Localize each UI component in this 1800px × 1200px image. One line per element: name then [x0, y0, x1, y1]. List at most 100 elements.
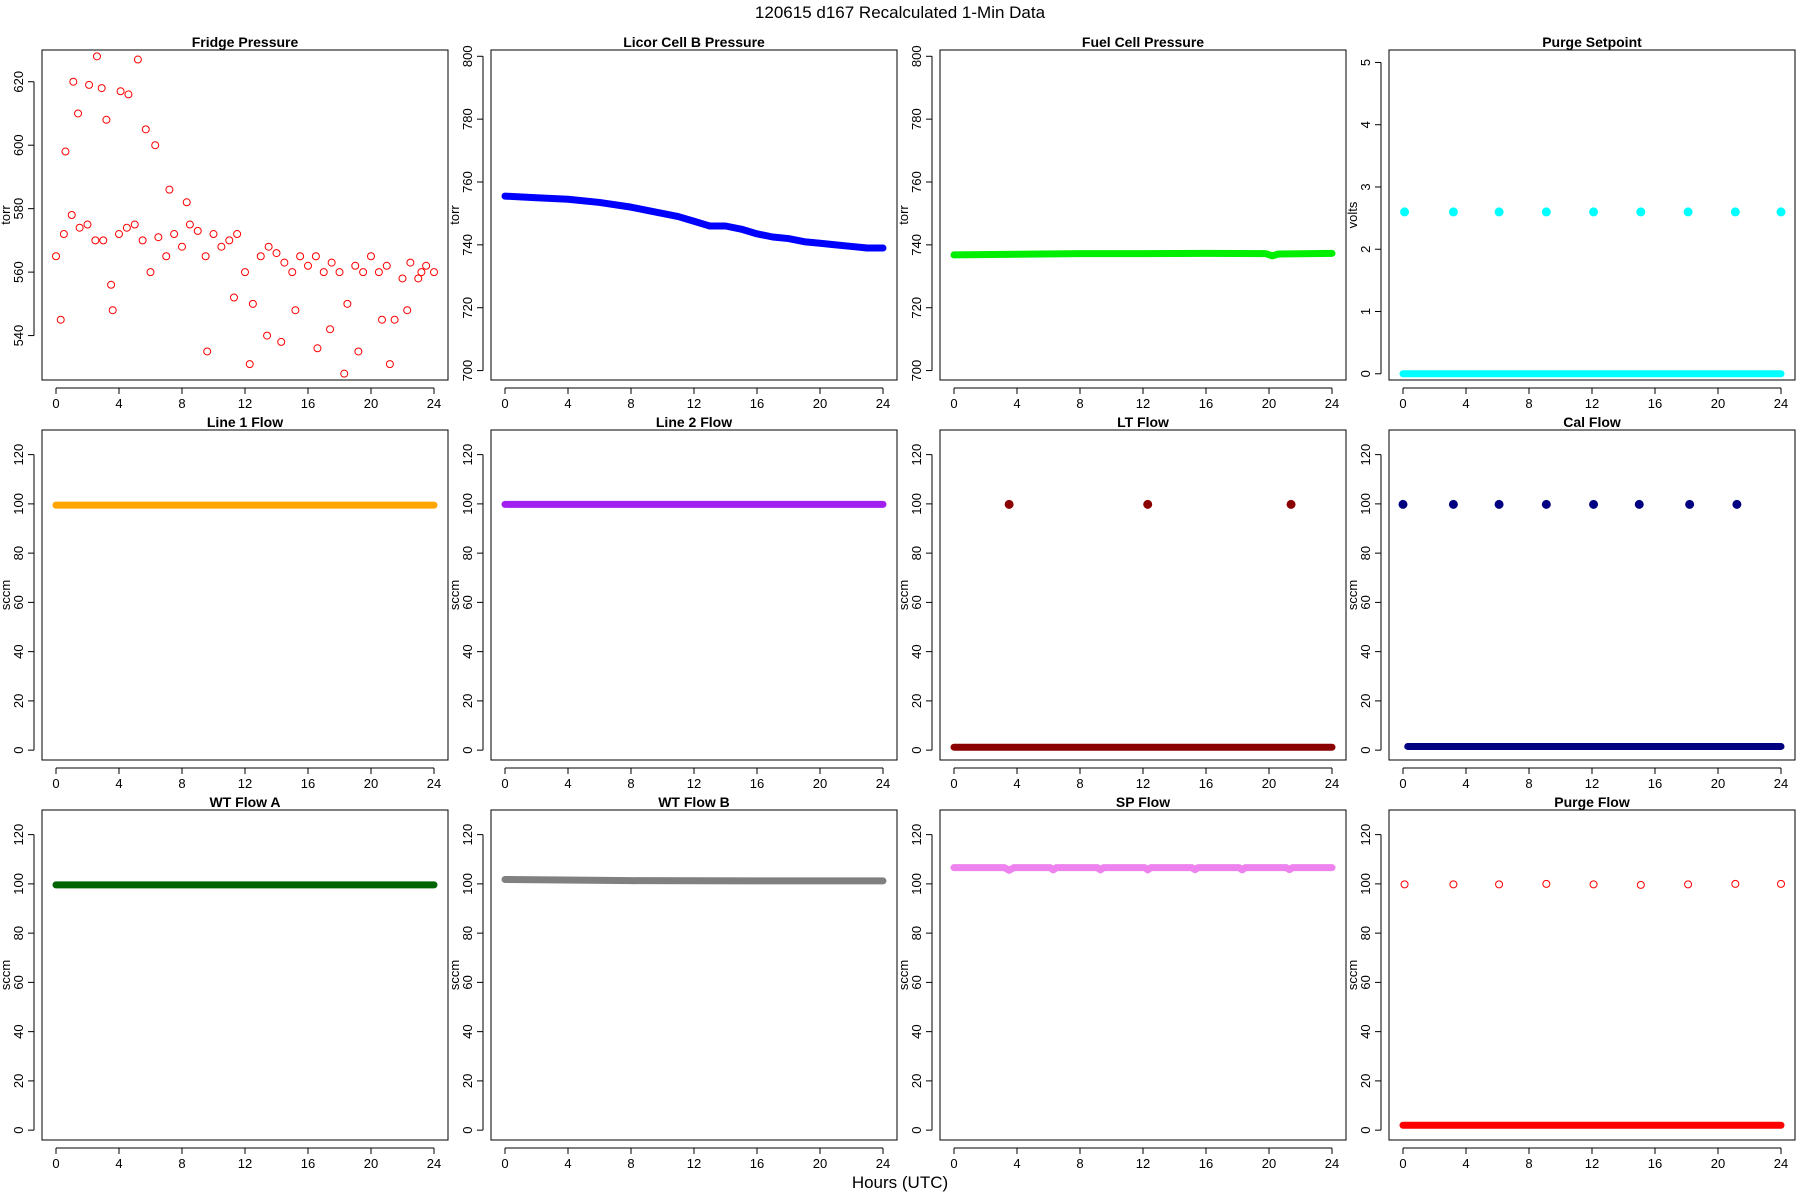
y-tick-label: 20 [1358, 1074, 1373, 1088]
y-tick-label: 80 [909, 546, 924, 560]
x-tick-label: 24 [1325, 396, 1339, 411]
x-tick-label: 16 [1199, 396, 1213, 411]
x-tick-label: 20 [364, 1156, 378, 1171]
data-point [385, 360, 394, 369]
x-tick-label: 12 [1585, 1156, 1599, 1171]
y-tick-label: 760 [909, 171, 924, 193]
panel-title: Licor Cell B Pressure [623, 34, 765, 50]
y-tick-label: 60 [11, 975, 26, 989]
data-point [97, 84, 106, 93]
data-point [1684, 880, 1693, 889]
panel-9: WT Flow A 0 4 8 12 16 20 24 0 20 40 60 80 100 120 sccm [0, 794, 449, 1171]
data-point [351, 261, 360, 270]
x-tick-label: 4 [1013, 1156, 1020, 1171]
data-point [296, 252, 305, 261]
x-tick-label: 4 [115, 776, 122, 791]
x-tick-label: 8 [178, 776, 185, 791]
data-point [263, 331, 272, 340]
y-tick-label: 120 [460, 444, 475, 466]
y-axis-label: sccm [896, 960, 911, 990]
x-tick-label: 16 [750, 1156, 764, 1171]
data-point [291, 306, 300, 315]
x-tick-label: 24 [427, 776, 441, 791]
y-tick-label: 60 [1358, 595, 1373, 609]
data-point [327, 258, 336, 267]
data-point [151, 141, 160, 150]
data-point [182, 198, 191, 207]
y-tick-label: 100 [909, 493, 924, 515]
data-point [75, 223, 84, 232]
y-axis-label: volts [1345, 201, 1360, 228]
y-tick-label: 40 [460, 1024, 475, 1038]
x-tick-label: 24 [427, 1156, 441, 1171]
data-point [1448, 207, 1458, 217]
x-tick-label: 16 [1648, 396, 1662, 411]
panel-title: Line 2 Flow [656, 414, 732, 430]
x-tick-label: 20 [1262, 776, 1276, 791]
data-point [311, 252, 320, 261]
x-tick-label: 0 [1399, 1156, 1406, 1171]
data-point [398, 274, 407, 283]
y-tick-label: 540 [11, 325, 26, 347]
data-series-1 [52, 52, 438, 378]
y-tick-label: 0 [1358, 370, 1373, 377]
data-point [1400, 880, 1409, 889]
panel-title: Line 1 Flow [207, 414, 283, 430]
y-axis-label: torr [896, 205, 911, 225]
x-tick-label: 16 [301, 776, 315, 791]
y-tick-label: 0 [909, 747, 924, 754]
x-tick-label: 8 [1076, 776, 1083, 791]
x-tick-label: 24 [427, 396, 441, 411]
data-point [1004, 499, 1014, 509]
data-point [248, 299, 257, 308]
y-axis-label: sccm [1345, 580, 1360, 610]
panel-8: Cal Flow 0 4 8 12 16 20 24 0 20 40 60 80 100 120 sccm [1345, 414, 1796, 791]
plot-frame [939, 49, 1347, 381]
x-tick-label: 8 [627, 1156, 634, 1171]
panel-title: Fuel Cell Pressure [1082, 34, 1204, 50]
y-tick-label: 760 [460, 171, 475, 193]
panel-5: Line 1 Flow 0 4 8 12 16 20 24 0 20 40 60 80 100 120 scc… [0, 414, 449, 791]
data-point [91, 236, 100, 245]
x-tick-label: 0 [52, 776, 59, 791]
x-axis-title: Hours (UTC) [852, 1173, 948, 1192]
y-tick-label: 100 [11, 873, 26, 895]
y-tick-label: 120 [460, 824, 475, 846]
panel-title: LT Flow [1117, 414, 1169, 430]
x-tick-label: 12 [1136, 1156, 1150, 1171]
data-point [138, 236, 147, 245]
data-point [74, 109, 83, 118]
panel-6: Line 2 Flow 0 4 8 12 16 20 24 0 20 40 60 80 100 120 scc… [447, 414, 898, 791]
y-tick-label: 720 [909, 297, 924, 319]
data-point [1589, 499, 1599, 509]
y-tick-label: 40 [460, 644, 475, 658]
plot-frame [41, 49, 449, 381]
x-tick-label: 0 [950, 1156, 957, 1171]
data-point [1541, 207, 1551, 217]
x-tick-label: 16 [301, 396, 315, 411]
data-point [61, 147, 70, 156]
x-tick-label: 20 [813, 776, 827, 791]
data-point [335, 268, 344, 277]
y-axis-label: sccm [447, 960, 462, 990]
panel-2: Licor Cell B Pressure 0 4 8 12 16 20 24 700 720 74… [447, 34, 898, 411]
x-tick-label: 8 [1525, 396, 1532, 411]
data-point [280, 258, 289, 267]
data-point [102, 115, 111, 124]
x-tick-label: 24 [1774, 776, 1788, 791]
data-line [501, 875, 887, 885]
data-point [92, 52, 101, 61]
x-tick-label: 4 [115, 396, 122, 411]
x-tick-label: 20 [1711, 776, 1725, 791]
y-tick-label: 4 [1358, 121, 1373, 128]
x-tick-label: 12 [687, 396, 701, 411]
y-tick-label: 80 [11, 926, 26, 940]
x-tick-label: 12 [1136, 776, 1150, 791]
data-point [1730, 207, 1740, 217]
y-tick-label: 60 [909, 595, 924, 609]
data-point [52, 252, 60, 261]
data-series-1 [1398, 499, 1742, 509]
plot-frame [490, 429, 898, 761]
